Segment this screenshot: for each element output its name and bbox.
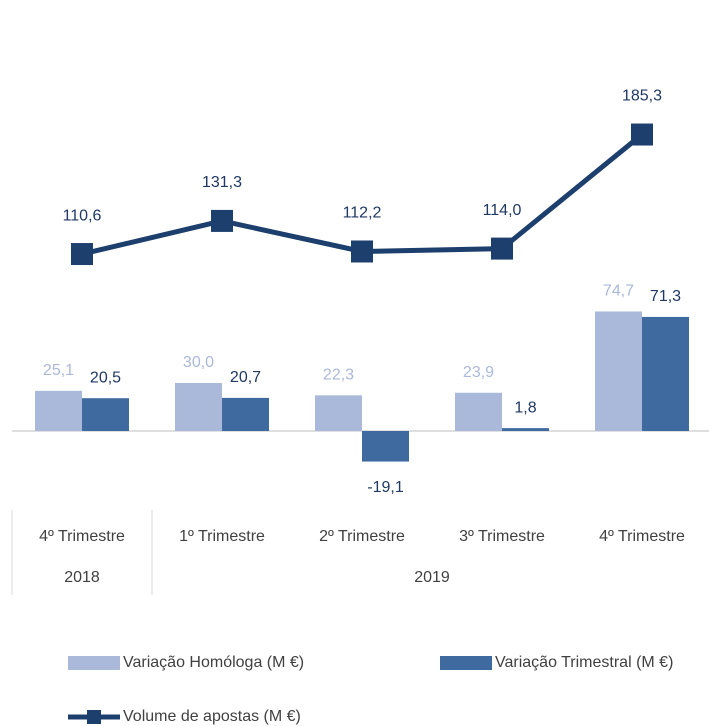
data-label: 112,2	[343, 205, 382, 222]
line	[81, 132, 644, 257]
data-label: 71,3	[650, 288, 681, 305]
line-marker	[71, 243, 93, 266]
x-tick-label: 1º Trimestre	[179, 528, 265, 545]
bar	[502, 428, 549, 431]
bar	[175, 383, 222, 431]
x-tick-label: 4º Trimestre	[39, 528, 125, 545]
bar	[222, 397, 269, 431]
group-label: 2018	[64, 569, 100, 586]
legend-swatch	[440, 656, 492, 670]
bar	[595, 311, 642, 431]
data-label: 114,0	[483, 202, 522, 219]
data-label: 74,7	[603, 283, 634, 300]
data-label: 1,8	[514, 399, 536, 416]
data-label: 110,6	[63, 207, 102, 224]
x-tick-label: 4º Trimestre	[599, 528, 685, 545]
x-tick-label: 3º Trimestre	[459, 528, 545, 545]
data-label: 30,0	[183, 354, 214, 371]
bar	[455, 392, 502, 431]
bar	[362, 431, 409, 462]
data-label: -19,1	[367, 479, 404, 496]
x-tick-label: 2º Trimestre	[319, 528, 405, 545]
data-label: 22,3	[323, 367, 354, 384]
line-marker	[211, 209, 233, 232]
data-label: 131,3	[202, 174, 242, 191]
data-label: 20,7	[230, 369, 261, 386]
data-label: 25,1	[43, 362, 74, 379]
legend-label: Volume de apostas (M €)	[123, 708, 301, 725]
bar	[642, 316, 689, 431]
legend-swatch	[68, 656, 120, 670]
legend-label: Variação Trimestral (M €)	[495, 654, 673, 671]
line-marker	[631, 123, 653, 146]
data-label: 185,3	[622, 88, 662, 105]
legend-label: Variação Homóloga (M €)	[123, 654, 304, 671]
line-marker	[491, 237, 513, 260]
data-label: 23,9	[463, 364, 494, 381]
legend-swatch	[87, 710, 101, 724]
line-marker	[351, 240, 373, 263]
bar	[82, 398, 129, 431]
bar	[315, 395, 362, 431]
group-label: 2019	[414, 569, 450, 586]
bar	[35, 390, 82, 431]
data-label: 20,5	[90, 369, 121, 386]
